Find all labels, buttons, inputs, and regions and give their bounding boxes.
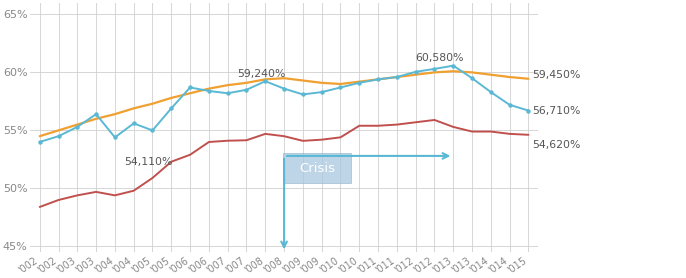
Text: Crisis: Crisis: [299, 162, 335, 175]
Text: 59,240%: 59,240%: [237, 69, 285, 79]
FancyBboxPatch shape: [283, 153, 351, 183]
Text: 56,710%: 56,710%: [532, 106, 580, 116]
Text: 60,580%: 60,580%: [416, 53, 464, 63]
Text: 54,620%: 54,620%: [532, 140, 580, 150]
Text: 59,450%: 59,450%: [532, 70, 580, 80]
Text: 54,110%: 54,110%: [124, 157, 173, 167]
